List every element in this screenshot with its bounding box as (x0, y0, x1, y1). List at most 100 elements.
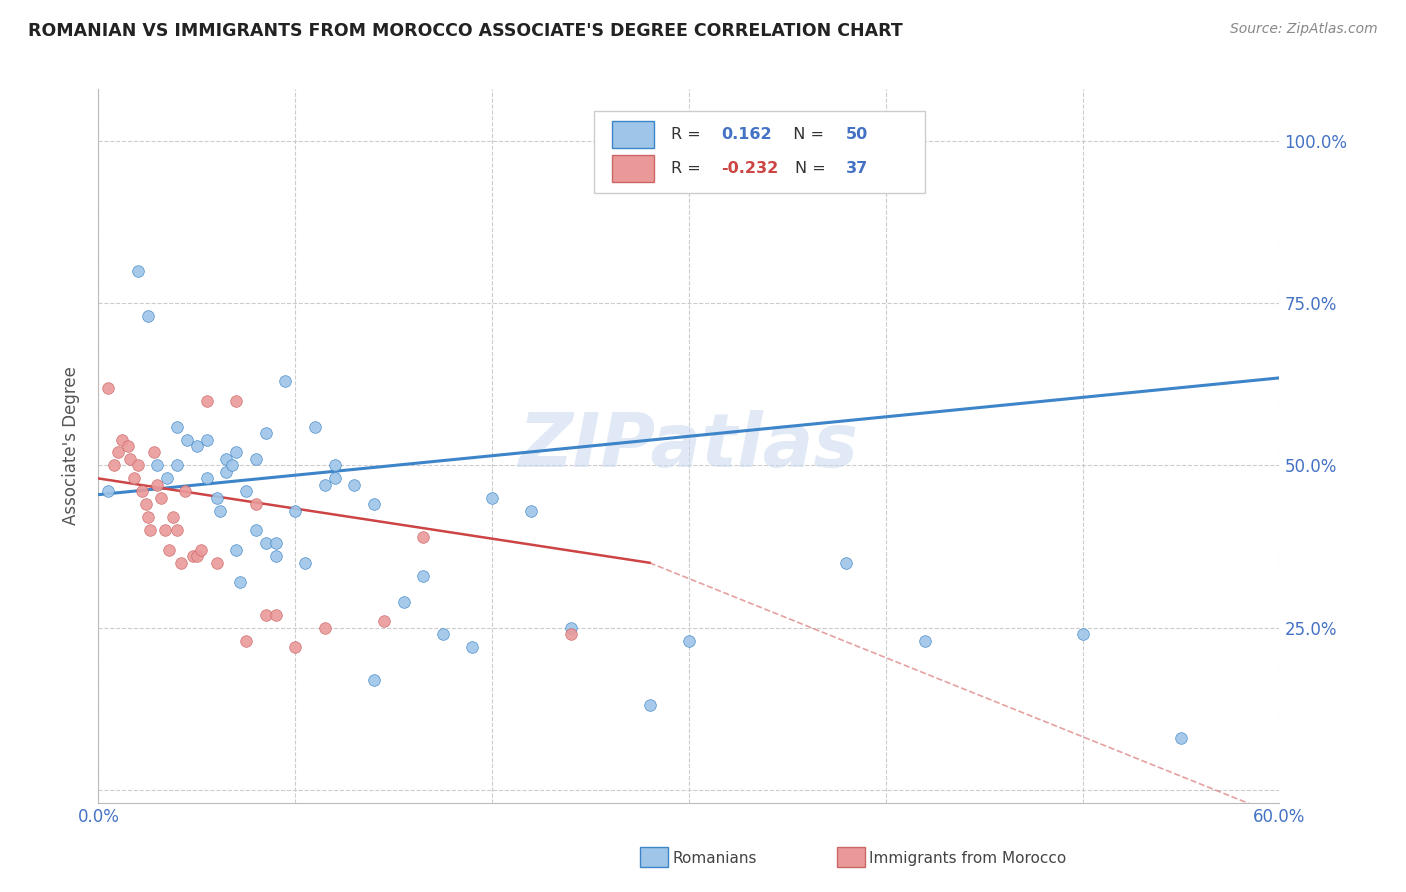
Point (221, 458, 243, 473)
Point (304, 419, 326, 434)
Point (138, 524, 160, 538)
Point (245, 524, 267, 538)
Point (157, 542, 180, 557)
Point (136, 310, 159, 324)
Point (914, 633, 936, 648)
Point (136, 510, 159, 524)
Point (254, 425, 277, 440)
Text: 37: 37 (846, 161, 869, 176)
Point (127, 264, 149, 278)
Point (195, 433, 218, 447)
Point (235, 633, 257, 648)
Point (235, 484, 257, 499)
Text: Romanians: Romanians (672, 851, 756, 865)
Point (363, 673, 385, 687)
Point (274, 374, 297, 388)
FancyBboxPatch shape (595, 111, 925, 193)
Point (166, 524, 188, 538)
Point (412, 568, 434, 582)
Point (323, 471, 346, 485)
Point (363, 497, 385, 511)
Point (122, 471, 145, 485)
Point (142, 445, 165, 459)
Point (638, 698, 661, 713)
Point (97, 381, 120, 395)
Point (205, 491, 228, 505)
Point (264, 607, 287, 622)
Point (225, 445, 247, 459)
Point (131, 484, 153, 499)
Text: Source: ZipAtlas.com: Source: ZipAtlas.com (1230, 22, 1378, 37)
Point (111, 433, 134, 447)
Point (1170, 731, 1192, 745)
Y-axis label: Associate's Degree: Associate's Degree (62, 367, 80, 525)
Point (520, 504, 543, 518)
Point (284, 640, 307, 654)
Point (170, 556, 193, 570)
Point (254, 607, 277, 622)
Point (245, 497, 267, 511)
Point (481, 491, 503, 505)
Point (135, 497, 157, 511)
Point (209, 504, 232, 518)
Point (186, 439, 208, 453)
Point (373, 614, 395, 628)
Point (195, 471, 218, 485)
Point (181, 549, 204, 564)
Point (412, 530, 434, 544)
FancyBboxPatch shape (612, 121, 654, 148)
Text: ZIPatlas: ZIPatlas (519, 409, 859, 483)
Point (225, 393, 247, 408)
Point (254, 536, 277, 550)
Text: 0.162: 0.162 (721, 128, 772, 143)
Point (127, 458, 149, 473)
Text: ROMANIAN VS IMMIGRANTS FROM MOROCCO ASSOCIATE'S DEGREE CORRELATION CHART: ROMANIAN VS IMMIGRANTS FROM MOROCCO ASSO… (28, 22, 903, 40)
Point (162, 510, 184, 524)
Point (314, 621, 336, 635)
Point (461, 640, 484, 654)
Point (195, 393, 218, 408)
Point (294, 556, 316, 570)
Point (392, 595, 415, 609)
Point (560, 621, 582, 635)
Point (97, 484, 120, 499)
Point (678, 633, 700, 648)
Point (156, 471, 179, 485)
Point (107, 445, 129, 459)
Text: Immigrants from Morocco: Immigrants from Morocco (869, 851, 1066, 865)
Point (118, 452, 141, 467)
Text: 50: 50 (846, 128, 869, 143)
Text: N =: N = (796, 161, 831, 176)
Point (155, 524, 177, 538)
Point (205, 556, 228, 570)
Point (117, 439, 139, 453)
Point (166, 458, 188, 473)
Point (174, 484, 197, 499)
Point (245, 452, 267, 467)
Text: R =: R = (671, 161, 706, 176)
Point (229, 575, 252, 590)
Point (264, 549, 287, 564)
Point (103, 458, 125, 473)
Point (225, 542, 247, 557)
Point (560, 627, 582, 641)
Text: -0.232: -0.232 (721, 161, 778, 176)
Point (314, 478, 336, 492)
Text: R =: R = (671, 128, 711, 143)
Point (323, 458, 346, 473)
Point (146, 478, 169, 492)
Point (146, 458, 169, 473)
Point (215, 452, 238, 467)
Text: N =: N = (783, 128, 830, 143)
Point (284, 504, 307, 518)
Point (215, 465, 238, 479)
Point (186, 549, 208, 564)
Point (166, 419, 188, 434)
Point (150, 491, 173, 505)
Point (835, 556, 858, 570)
Point (264, 536, 287, 550)
FancyBboxPatch shape (612, 155, 654, 182)
Point (343, 478, 366, 492)
Point (176, 433, 198, 447)
Point (1071, 627, 1094, 641)
